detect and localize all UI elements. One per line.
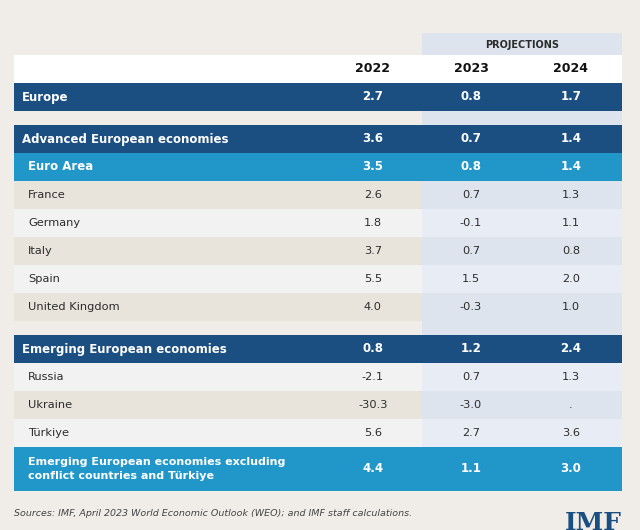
Text: 3.0: 3.0 (561, 463, 581, 475)
Text: 2.7: 2.7 (363, 91, 383, 103)
Bar (14, 447, 622, 491)
Text: 4.0: 4.0 (364, 302, 382, 312)
Text: 2.0: 2.0 (562, 274, 580, 284)
Text: United Kingdom: United Kingdom (28, 302, 120, 312)
Text: 2.7: 2.7 (462, 428, 480, 438)
Bar (14, 363, 622, 391)
Text: .: . (569, 400, 573, 410)
Text: -2.1: -2.1 (362, 372, 384, 382)
Text: 5.5: 5.5 (364, 274, 382, 284)
Bar (14, 293, 622, 321)
Text: 1.7: 1.7 (561, 91, 581, 103)
Text: -0.3: -0.3 (460, 302, 482, 312)
Text: 1.1: 1.1 (461, 463, 481, 475)
Text: 0.7: 0.7 (462, 372, 480, 382)
Text: 1.1: 1.1 (562, 218, 580, 228)
Text: Sources: IMF, April 2023 World Economic Outlook (WEO); and IMF staff calculation: Sources: IMF, April 2023 World Economic … (14, 509, 412, 518)
Bar (422, 111, 622, 125)
Bar (14, 111, 622, 125)
Text: 3.6: 3.6 (562, 428, 580, 438)
Bar (422, 363, 622, 391)
Text: Russia: Russia (28, 372, 65, 382)
Text: Germany: Germany (28, 218, 80, 228)
Text: Advanced European economies: Advanced European economies (22, 132, 228, 146)
Text: -3.0: -3.0 (460, 400, 482, 410)
Text: 0.7: 0.7 (462, 190, 480, 200)
Bar (422, 419, 622, 447)
Bar (422, 265, 622, 293)
Text: 2.6: 2.6 (364, 190, 382, 200)
Bar (422, 181, 622, 209)
Text: 1.5: 1.5 (462, 274, 480, 284)
Text: 0.8: 0.8 (562, 246, 580, 256)
Text: 1.4: 1.4 (561, 132, 582, 146)
Text: 1.2: 1.2 (461, 342, 481, 356)
Text: -0.1: -0.1 (460, 218, 482, 228)
Text: France: France (28, 190, 66, 200)
Bar (14, 237, 622, 265)
Text: 3.5: 3.5 (362, 161, 383, 173)
Bar (14, 83, 622, 111)
Text: Italy: Italy (28, 246, 52, 256)
Text: Türkiye: Türkiye (28, 428, 69, 438)
Text: 1.3: 1.3 (562, 372, 580, 382)
Text: 1.8: 1.8 (364, 218, 382, 228)
Text: 0.7: 0.7 (461, 132, 481, 146)
Bar (422, 293, 622, 321)
Text: 0.7: 0.7 (462, 246, 480, 256)
Text: Ukraine: Ukraine (28, 400, 72, 410)
Bar (14, 321, 622, 335)
Text: 1.0: 1.0 (562, 302, 580, 312)
Text: 2023: 2023 (454, 63, 488, 75)
Text: 4.4: 4.4 (362, 463, 383, 475)
Bar (422, 321, 622, 335)
Text: -30.3: -30.3 (358, 400, 388, 410)
Text: 2022: 2022 (355, 63, 390, 75)
Text: Emerging European economies: Emerging European economies (22, 342, 227, 356)
Bar (14, 335, 622, 363)
Bar (422, 33, 622, 83)
Bar (14, 265, 622, 293)
Text: 0.8: 0.8 (362, 342, 383, 356)
Text: 0.8: 0.8 (461, 161, 481, 173)
Text: Euro Area: Euro Area (28, 161, 93, 173)
Bar (14, 153, 622, 181)
Bar (422, 237, 622, 265)
Text: Spain: Spain (28, 274, 60, 284)
Bar (14, 391, 622, 419)
Bar (14, 209, 622, 237)
Text: 5.6: 5.6 (364, 428, 382, 438)
Text: 2.4: 2.4 (561, 342, 582, 356)
Text: 1.4: 1.4 (561, 161, 582, 173)
Text: 3.6: 3.6 (362, 132, 383, 146)
Bar (422, 391, 622, 419)
Text: 3.7: 3.7 (364, 246, 382, 256)
Bar (422, 209, 622, 237)
Text: 2024: 2024 (554, 63, 589, 75)
Bar (14, 55, 622, 83)
Text: 0.8: 0.8 (461, 91, 481, 103)
Text: 1.3: 1.3 (562, 190, 580, 200)
Text: IMF: IMF (565, 511, 622, 530)
Bar (14, 181, 622, 209)
Text: PROJECTIONS: PROJECTIONS (485, 40, 559, 50)
Bar (14, 125, 622, 153)
Text: Emerging European economies excluding
conflict countries and Türkiye: Emerging European economies excluding co… (28, 457, 285, 481)
Bar (14, 419, 622, 447)
Text: Europe: Europe (22, 91, 68, 103)
